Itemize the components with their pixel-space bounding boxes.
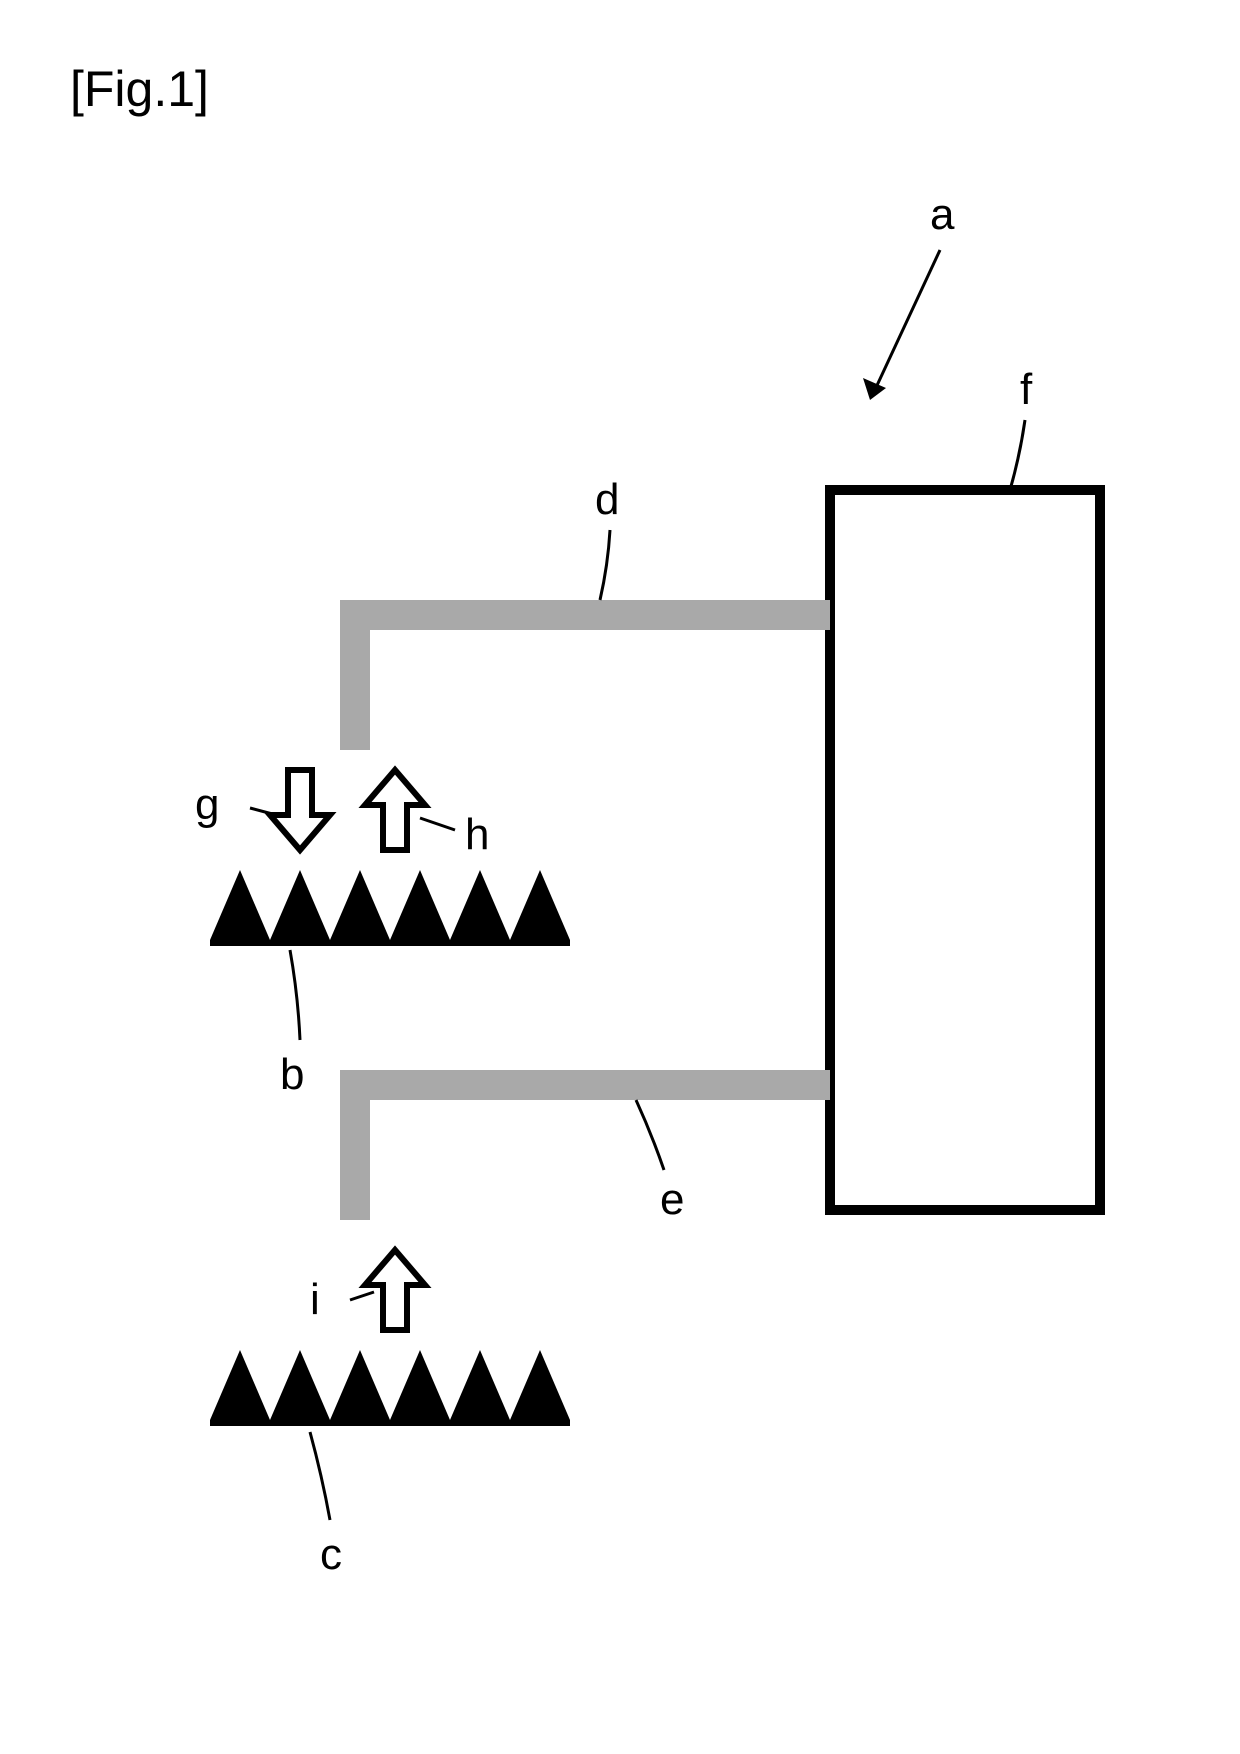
hollow-arrow-g (270, 770, 330, 850)
label-e: e (660, 1175, 684, 1225)
label-i: i (310, 1275, 320, 1325)
leader-e (636, 1100, 664, 1170)
label-f: f (1020, 365, 1032, 415)
leader-c (310, 1432, 330, 1520)
pipe-e (340, 1070, 830, 1220)
hollow-arrow-i (365, 1250, 425, 1330)
label-h: h (465, 810, 489, 860)
figure-page: [Fig.1] (0, 0, 1240, 1754)
leader-i (350, 1292, 374, 1300)
leader-a (873, 250, 940, 394)
leader-h (420, 818, 455, 830)
label-g: g (195, 780, 219, 830)
label-a: a (930, 190, 954, 240)
triangle-row-c (210, 1350, 570, 1426)
leader-b (290, 950, 300, 1040)
pipe-d (340, 600, 830, 750)
leader-f (1010, 420, 1025, 490)
label-c: c (320, 1530, 342, 1580)
label-d: d (595, 475, 619, 525)
triangle-row-b (210, 870, 570, 946)
diagram-svg (0, 0, 1240, 1754)
leader-d (600, 530, 610, 600)
box-f (830, 490, 1100, 1210)
label-b: b (280, 1050, 304, 1100)
hollow-arrow-h (365, 770, 425, 850)
leader-a-arrowhead (863, 378, 886, 400)
